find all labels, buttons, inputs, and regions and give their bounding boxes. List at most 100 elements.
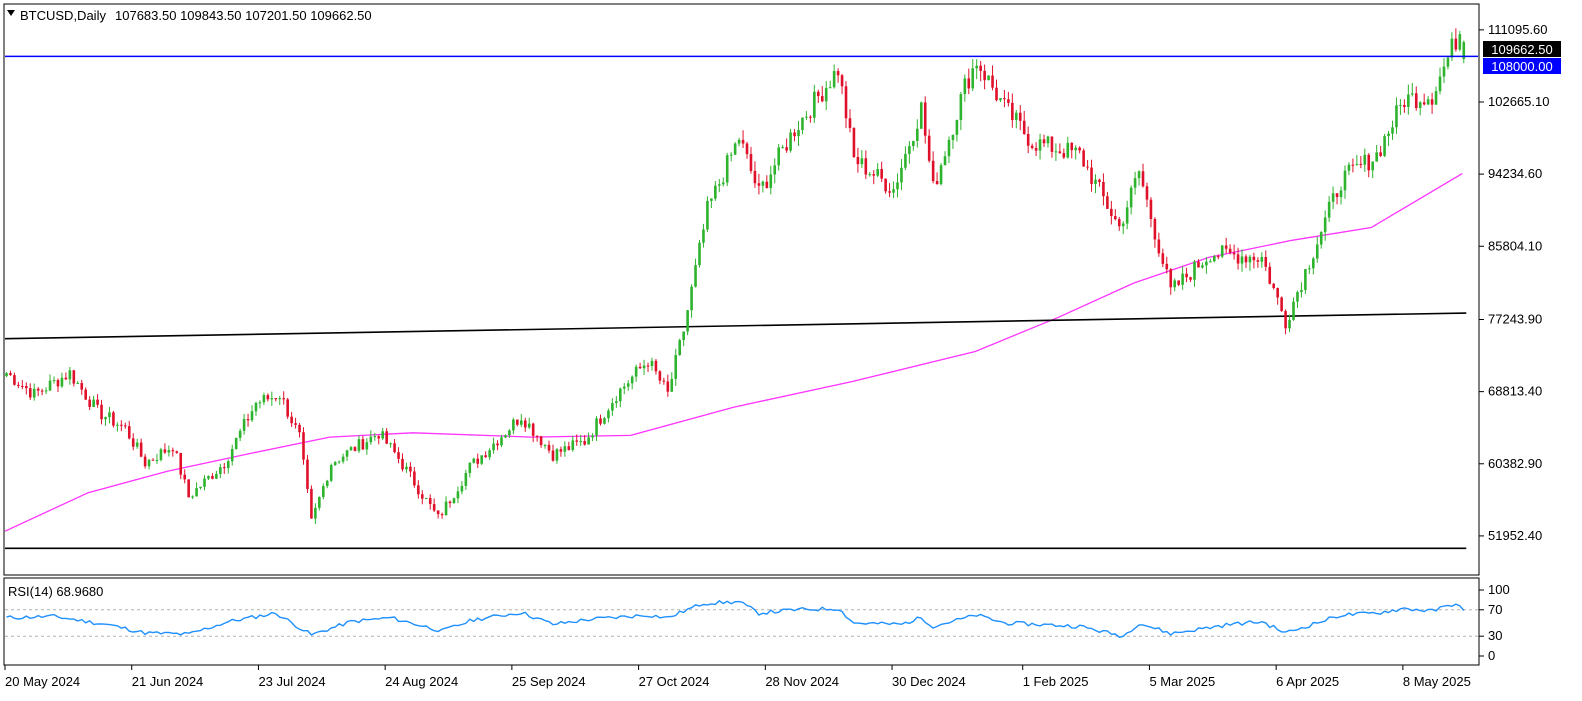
candle-body [373,436,377,438]
candle-body [1117,219,1121,227]
rsi-panel[interactable] [3,577,1480,666]
candle-body [401,458,404,470]
candle-body [939,165,943,185]
candle-body [1335,193,1339,198]
candle-body [856,156,860,165]
candle-body [127,426,131,439]
candle-body [1351,164,1355,166]
candle-body [13,375,16,385]
candle-body [512,419,515,431]
candle-body [116,424,119,426]
candle-body [1434,91,1438,105]
candle-body [963,78,967,95]
candle-body [112,412,115,426]
candle-body [801,117,804,131]
candle-body [389,443,392,445]
chart-symbol: BTCUSD,Daily [20,8,106,23]
candle-body [836,71,840,76]
candle-body [25,385,28,389]
candle-body [527,423,531,428]
symbol-menu-icon[interactable] [7,10,15,16]
candle-body [1015,112,1018,120]
candle-body [270,398,274,400]
candle-body [828,87,832,89]
candle-body [710,198,713,201]
candle-body [108,412,111,418]
candle-body [654,360,658,372]
candle-body [975,65,978,69]
candle-body [1177,280,1180,285]
candle-body [460,485,464,492]
candle-body [642,365,646,369]
candle-body [139,442,143,457]
price-axis: 111095.60 102665.10 94234.60 85804.10 77243.… [1479,22,1549,543]
candle-body [935,181,939,185]
time-tick-label: 23 Jul 2024 [258,674,325,689]
candle-body [611,403,614,411]
candle-body [1007,99,1010,103]
candle-body [440,514,444,516]
candle-body [765,181,769,188]
candle-body [266,395,270,400]
candle-body [48,380,52,391]
candle-body [757,183,761,186]
candle-body [1331,193,1335,202]
candle-body [1110,208,1113,217]
candle-body [1030,145,1034,148]
candle-body [258,402,262,404]
candle-body [151,459,155,461]
candle-body [357,439,361,451]
candle-body [428,497,432,505]
candle-body [1458,34,1462,50]
candle-body [733,143,737,155]
candle-body [1201,265,1204,268]
candle-body [674,355,678,379]
candle-body [1062,153,1066,158]
candle-body [1371,161,1374,171]
candle-body [1153,218,1157,240]
candle-body [369,436,373,443]
candle-body [1280,297,1283,312]
rsi-axis: 100 70 30 0 [1479,582,1510,663]
candle-body [547,444,551,451]
candle-body [452,498,456,504]
candle-body [535,435,539,437]
candle-body [682,331,685,341]
candle-body [1209,261,1212,263]
candle-body [1220,245,1224,257]
candle-body [1363,154,1367,165]
candle-body [1137,171,1141,179]
candle-body [607,410,610,419]
price-panel[interactable] [3,3,1480,576]
candle-body [68,370,72,380]
candle-body [1165,263,1169,270]
candle-body [314,507,317,519]
candle-body [555,449,559,461]
candle-body [714,185,717,199]
candle-body [1403,104,1406,107]
candle-body [1244,256,1248,263]
candle-body [927,135,931,161]
candle-body [1399,104,1402,106]
candle-body [868,174,872,176]
candle-body [1157,239,1161,254]
candle-body [167,450,171,453]
time-tick-label: 28 Nov 2024 [765,674,839,689]
candle-body [262,395,266,403]
candle-body [615,401,618,404]
candle-body [539,436,543,446]
candle-body [1454,38,1458,50]
candle-body [991,75,994,88]
candle-body [424,497,428,499]
candle-body [848,118,852,128]
rsi-label: RSI(14) 68.9680 [8,584,103,599]
candle-body [298,424,301,433]
candle-body [294,423,297,425]
candle-body [282,398,285,400]
candle-body [32,388,36,398]
price-tick-label: 60382.90 [1488,456,1542,471]
chart-ohlc: 107683.50 109843.50 107201.50 109662.50 [115,8,372,23]
time-tick-label: 21 Jun 2024 [132,674,204,689]
candle-body [143,456,147,467]
candle-body [1070,142,1074,151]
